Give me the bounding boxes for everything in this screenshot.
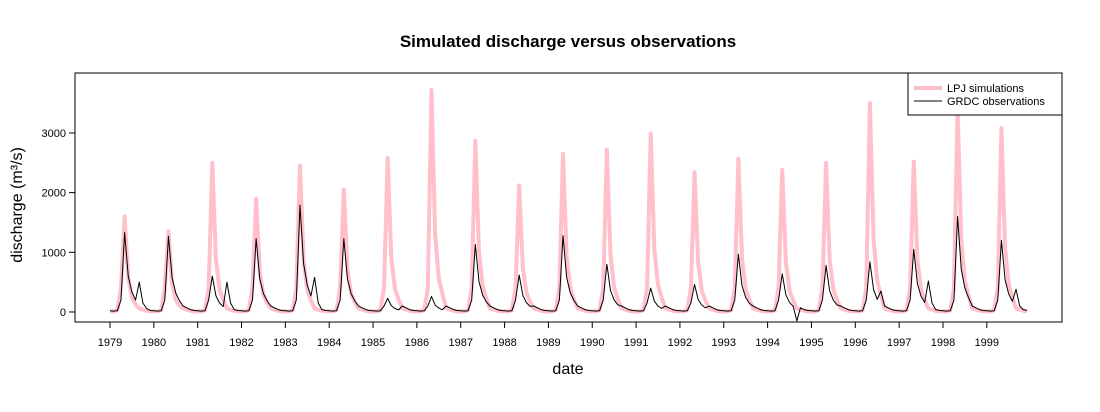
x-tick-label: 1997 (887, 337, 911, 349)
chart-title: Simulated discharge versus observations (400, 32, 736, 51)
x-tick-label: 1982 (229, 337, 253, 349)
y-tick-label: 2000 (42, 188, 66, 200)
x-tick-label: 1988 (492, 337, 516, 349)
legend-box (907, 72, 1063, 116)
y-tick-label: 1000 (42, 247, 66, 259)
x-tick-label: 1998 (931, 337, 955, 349)
x-tick-label: 1999 (975, 337, 999, 349)
x-tick-label: 1986 (405, 337, 429, 349)
x-tick-label: 1994 (755, 337, 779, 349)
y-tick-label: 0 (60, 307, 66, 319)
plot-frame (74, 72, 1063, 323)
x-tick-label: 1990 (580, 337, 604, 349)
x-tick-label: 1991 (624, 337, 648, 349)
x-tick-label: 1983 (273, 337, 297, 349)
x-tick-label: 1981 (185, 337, 209, 349)
x-tick-label: 1984 (317, 337, 341, 349)
y-axis-label: discharge (m³/s) (9, 147, 26, 263)
y-tick-label: 3000 (42, 128, 66, 140)
x-tick-label: 1996 (843, 337, 867, 349)
x-tick-label: 1993 (712, 337, 736, 349)
x-axis-label: date (552, 361, 583, 378)
legend-label: LPJ simulations (947, 83, 1025, 95)
series-line (109, 204, 1028, 322)
x-tick-label: 1980 (142, 337, 166, 349)
x-tick-label: 1992 (668, 337, 692, 349)
x-tick-label: 1985 (361, 337, 385, 349)
x-tick-label: 1989 (536, 337, 560, 349)
x-tick-label: 1995 (799, 337, 823, 349)
legend-label: GRDC observations (947, 96, 1045, 108)
series-line (110, 88, 1028, 314)
x-tick-label: 1987 (448, 337, 472, 349)
x-tick-label: 1979 (98, 337, 122, 349)
